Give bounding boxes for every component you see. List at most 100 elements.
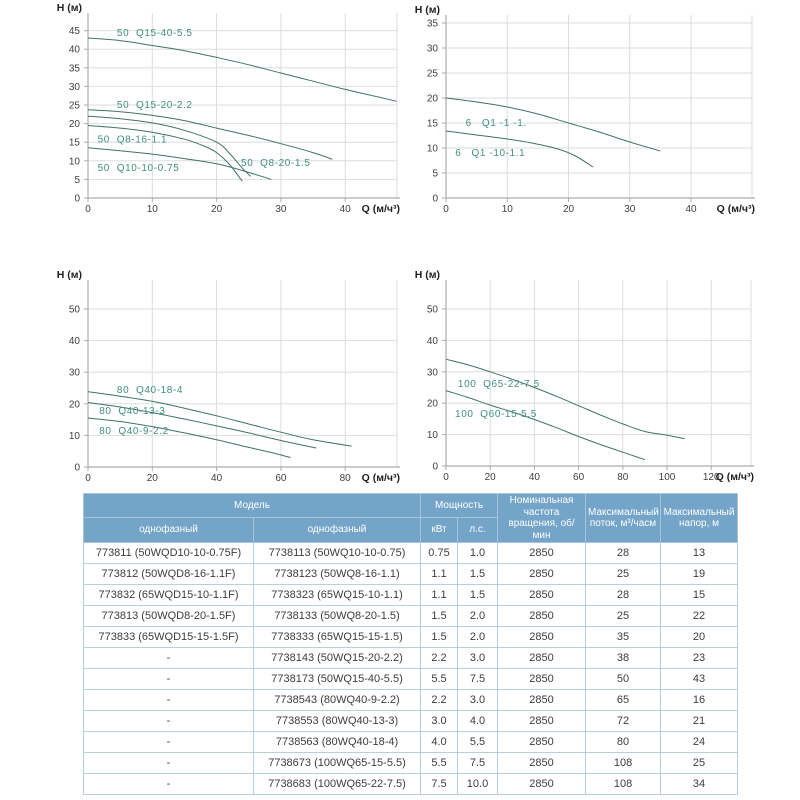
table-cell: 2850 — [497, 647, 587, 669]
header-kw: кВт — [420, 516, 458, 544]
svg-text:20: 20 — [427, 94, 439, 105]
table-cell: 65 — [585, 689, 662, 711]
svg-text:45: 45 — [69, 26, 81, 37]
svg-text:Q (м/ч³): Q (м/ч³) — [717, 203, 755, 215]
table-cell: 1.5 — [420, 605, 458, 627]
svg-text:80: 80 — [340, 473, 352, 484]
table-cell: 2850 — [497, 605, 587, 627]
table-row: -7738543 (80WQ40-9-2.2) 2.2 3.0 2850 65 16 — [83, 689, 739, 711]
table-cell: 3.0 — [456, 689, 499, 711]
table-cell: 25 — [660, 752, 739, 774]
pump-curves-chart-100wq-svg: 0 10 20 30 40 50 0 20 40 60 80 100 120 H (м) Q (м/ч³) 1… — [415, 269, 754, 483]
table-cell: 5.5 — [420, 752, 458, 774]
svg-text:80: 80 — [617, 472, 629, 483]
table-row: 773813 (50WQD8-20-1.5F) 7738133 (50WQ8-20… — [83, 605, 739, 627]
svg-text:0: 0 — [432, 194, 438, 205]
header-power: Мощность — [419, 493, 499, 518]
header-speed: Номинальная частота вращения, об/мин — [497, 493, 587, 543]
table-cell: 773832 (65WQD15-10-1.1F) — [83, 584, 254, 606]
table-cell: 4.0 — [456, 710, 499, 732]
svg-text:80 Q40-13-3: 80 Q40-13-3 — [99, 406, 165, 417]
table-body: 773811 (50WQD10-10-0.75F) 7738113 (50WQ10… — [83, 542, 739, 795]
table-cell: 2850 — [497, 542, 587, 564]
svg-text:20: 20 — [485, 472, 497, 483]
svg-text:30: 30 — [69, 82, 81, 93]
table-cell: 13 — [660, 542, 739, 564]
svg-text:Q (м/ч³): Q (м/ч³) — [716, 471, 754, 483]
svg-text:0: 0 — [74, 463, 80, 474]
table-cell: 5.5 — [456, 731, 499, 753]
table-cell: 1.5 — [456, 584, 499, 606]
table-cell: 24 — [660, 731, 739, 753]
svg-text:10: 10 — [69, 156, 81, 167]
svg-text:40: 40 — [685, 204, 697, 215]
header-max-head: Максимальный напор, м — [660, 493, 739, 543]
svg-text:40: 40 — [340, 204, 352, 215]
svg-text:20: 20 — [69, 119, 81, 130]
svg-text:30: 30 — [69, 368, 81, 379]
table-cell: 20 — [660, 626, 739, 648]
table-cell: 7738133 (50WQ8-20-1.5) — [253, 605, 421, 627]
table-cell: 22 — [660, 605, 739, 627]
svg-text:40: 40 — [69, 45, 81, 56]
svg-text:120: 120 — [703, 472, 720, 483]
table-cell: 50 — [585, 668, 662, 690]
table-cell: 7738543 (80WQ40-9-2.2) — [253, 689, 421, 711]
svg-text:Q (м/ч³): Q (м/ч³) — [362, 472, 400, 484]
pump-curves-chart-65wq: 0 5 10 15 20 25 30 35 0 10 20 30 40 H (м) Q (м/ч³) 6 Q1… — [400, 0, 800, 235]
table-cell: 1.1 — [420, 584, 458, 606]
table-row: -7738143 (50WQ15-20-2.2) 2.2 3.0 2850 38 23 — [83, 647, 739, 669]
table-cell: 10.0 — [456, 773, 499, 795]
header-max-flow: Максимальный поток, м³/часм — [585, 493, 662, 543]
svg-text:40: 40 — [211, 473, 223, 484]
svg-text:20: 20 — [563, 204, 575, 215]
header-single-phase-2: однофазный — [253, 516, 421, 544]
table-row: -7738563 (80WQ40-18-4) 4.0 5.5 2850 80 24 — [83, 731, 739, 753]
table-cell: 80 — [585, 731, 662, 753]
table-cell: 15 — [660, 584, 739, 606]
table-row: -7738553 (80WQ40-13-3) 3.0 4.0 2850 72 21 — [83, 710, 739, 732]
table-cell: 43 — [660, 668, 739, 690]
table-cell: 773811 (50WQD10-10-0.75F) — [83, 542, 254, 564]
table-cell: 773833 (65WQD15-15-1.5F) — [83, 626, 254, 648]
svg-text:Q (м/ч³): Q (м/ч³) — [362, 203, 400, 215]
svg-text:25: 25 — [69, 101, 81, 112]
table-cell: - — [83, 647, 254, 669]
table-row: 773811 (50WQD10-10-0.75F) 7738113 (50WQ10… — [83, 542, 739, 564]
svg-text:20: 20 — [69, 399, 81, 410]
pump-curves-chart-50wq-svg: 0 5 10 15 20 25 30 35 40 45 0 10 20 30 40 H (м) Q (м/ч³)… — [57, 2, 400, 215]
svg-text:0: 0 — [85, 204, 91, 215]
svg-text:100 Q60-15-5.5: 100 Q60-15-5.5 — [455, 409, 537, 420]
svg-text:H (м): H (м) — [57, 269, 82, 281]
svg-text:15: 15 — [427, 119, 439, 130]
table-cell: 2.2 — [420, 689, 458, 711]
svg-text:H (м): H (м) — [415, 4, 440, 16]
svg-text:10: 10 — [502, 204, 514, 215]
pump-curves-chart-100wq: 0 10 20 30 40 50 0 20 40 60 80 100 120 H (м) Q (м/ч³) 1… — [400, 260, 800, 495]
header-single-phase-1: однофазный — [83, 516, 254, 544]
table-cell: 1.1 — [420, 563, 458, 585]
pump-curves-chart-65wq-svg: 0 5 10 15 20 25 30 35 0 10 20 30 40 H (м) Q (м/ч³) 6 Q1… — [415, 4, 755, 215]
svg-text:25: 25 — [427, 69, 439, 80]
table-cell: 2850 — [497, 584, 587, 606]
svg-text:35: 35 — [69, 63, 81, 74]
table-cell: 2.2 — [420, 647, 458, 669]
svg-text:5: 5 — [432, 169, 438, 180]
svg-text:50: 50 — [69, 305, 81, 316]
table-cell: 34 — [660, 773, 739, 795]
svg-text:0: 0 — [432, 462, 438, 473]
svg-text:H (м): H (м) — [57, 2, 82, 14]
table-row: -7738173 (50WQ15-40-5.5) 5.5 7.5 2850 50 43 — [83, 668, 739, 690]
table-cell: 2850 — [497, 731, 587, 753]
table-cell: 7.5 — [456, 668, 499, 690]
table-cell: 7738553 (80WQ40-13-3) — [253, 710, 421, 732]
svg-text:50 Q8-20-1.5: 50 Q8-20-1.5 — [241, 158, 311, 169]
table-cell: 7738123 (50WQ8-16-1.1) — [253, 563, 421, 585]
table-cell: 3.0 — [456, 647, 499, 669]
table-cell: - — [83, 689, 254, 711]
table-cell: 108 — [585, 752, 662, 774]
svg-text:80 Q40-9-2.2: 80 Q40-9-2.2 — [99, 426, 169, 437]
table-cell: 3.0 — [420, 710, 458, 732]
table-cell: 7738143 (50WQ15-20-2.2) — [253, 647, 421, 669]
svg-text:30: 30 — [427, 44, 439, 55]
